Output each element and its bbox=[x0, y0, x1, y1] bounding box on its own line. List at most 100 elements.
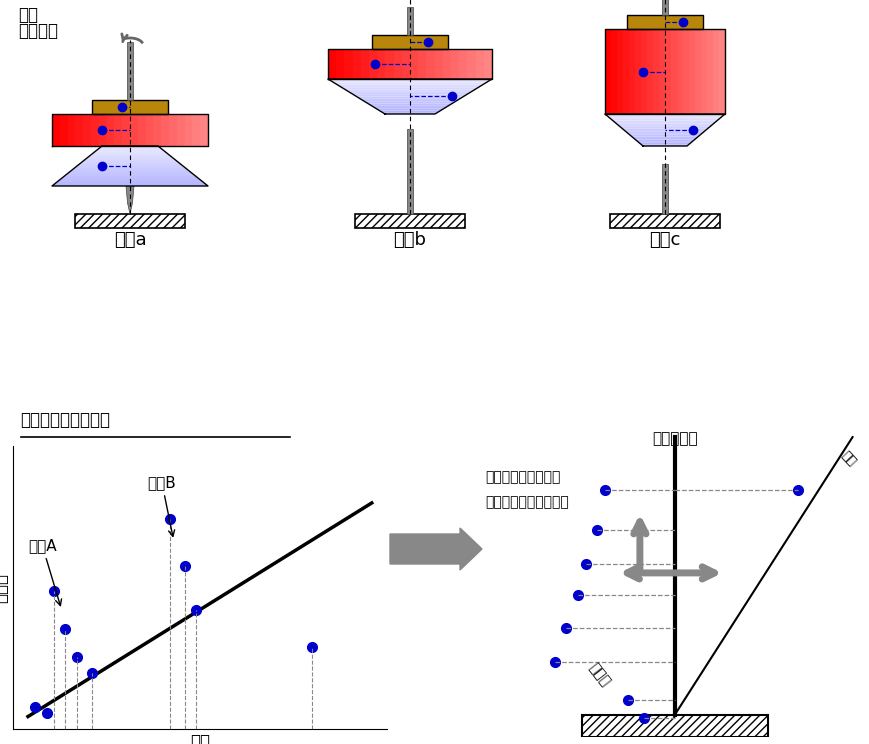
Polygon shape bbox=[62, 176, 198, 178]
Polygon shape bbox=[82, 160, 178, 162]
Bar bbox=[605, 29, 611, 114]
Text: コスト: コスト bbox=[586, 661, 613, 689]
Bar bbox=[83, 114, 91, 146]
Bar bbox=[138, 114, 146, 146]
Polygon shape bbox=[348, 92, 472, 93]
Polygon shape bbox=[365, 102, 455, 103]
Bar bbox=[629, 29, 635, 114]
Bar bbox=[689, 29, 695, 114]
Bar bbox=[459, 49, 468, 79]
Y-axis label: コスト: コスト bbox=[0, 573, 9, 603]
Bar bbox=[611, 29, 617, 114]
Polygon shape bbox=[607, 115, 723, 118]
Bar bbox=[401, 49, 410, 79]
Bar bbox=[361, 49, 369, 79]
FancyArrow shape bbox=[390, 528, 482, 570]
Bar bbox=[192, 114, 200, 146]
Polygon shape bbox=[99, 146, 161, 148]
Polygon shape bbox=[87, 156, 173, 158]
Bar bbox=[443, 49, 451, 79]
Bar bbox=[671, 29, 677, 114]
Polygon shape bbox=[126, 186, 134, 214]
Polygon shape bbox=[95, 150, 165, 152]
Polygon shape bbox=[620, 126, 710, 129]
Polygon shape bbox=[79, 162, 181, 164]
Polygon shape bbox=[368, 103, 452, 105]
Polygon shape bbox=[77, 164, 183, 166]
Bar bbox=[52, 114, 60, 146]
Bar bbox=[184, 114, 192, 146]
Text: バランス軸: バランス軸 bbox=[652, 431, 698, 446]
Bar bbox=[434, 49, 443, 79]
Polygon shape bbox=[379, 111, 441, 112]
Bar bbox=[372, 35, 448, 49]
Text: コストバランス分析: コストバランス分析 bbox=[21, 411, 110, 429]
Polygon shape bbox=[637, 141, 693, 143]
Bar bbox=[451, 49, 459, 79]
Polygon shape bbox=[635, 140, 694, 141]
Polygon shape bbox=[605, 114, 725, 115]
Text: 独楽: 独楽 bbox=[18, 6, 38, 24]
Bar bbox=[713, 29, 719, 114]
Polygon shape bbox=[75, 166, 185, 168]
Bar bbox=[641, 29, 647, 114]
Polygon shape bbox=[613, 121, 718, 122]
Polygon shape bbox=[340, 86, 481, 88]
Bar bbox=[92, 100, 168, 114]
Bar bbox=[623, 29, 629, 114]
Bar bbox=[99, 114, 107, 146]
Bar bbox=[369, 49, 377, 79]
Bar bbox=[653, 29, 659, 114]
Bar bbox=[336, 49, 344, 79]
Bar bbox=[385, 49, 394, 79]
Polygon shape bbox=[345, 89, 474, 92]
Bar bbox=[68, 114, 76, 146]
Polygon shape bbox=[632, 136, 699, 138]
Bar bbox=[60, 114, 68, 146]
Polygon shape bbox=[84, 158, 176, 160]
Bar bbox=[468, 49, 475, 79]
Bar bbox=[200, 114, 208, 146]
Bar bbox=[617, 29, 623, 114]
Bar bbox=[107, 114, 115, 146]
Polygon shape bbox=[328, 79, 492, 81]
Polygon shape bbox=[371, 105, 449, 107]
Polygon shape bbox=[622, 129, 708, 130]
Bar bbox=[427, 49, 434, 79]
Bar bbox=[707, 29, 713, 114]
Polygon shape bbox=[351, 93, 469, 94]
Bar bbox=[665, 29, 671, 114]
Polygon shape bbox=[331, 81, 489, 83]
Bar bbox=[484, 49, 492, 79]
Text: 独楽c: 独楽c bbox=[649, 231, 680, 249]
Polygon shape bbox=[640, 143, 691, 144]
Polygon shape bbox=[59, 178, 201, 180]
Polygon shape bbox=[362, 100, 458, 102]
Polygon shape bbox=[57, 180, 203, 182]
Polygon shape bbox=[609, 118, 721, 119]
Bar bbox=[154, 114, 162, 146]
Polygon shape bbox=[356, 97, 463, 98]
Bar bbox=[475, 49, 484, 79]
Polygon shape bbox=[342, 88, 478, 89]
Bar bbox=[407, 7, 413, 35]
Bar bbox=[146, 114, 154, 146]
Polygon shape bbox=[360, 98, 461, 100]
Bar bbox=[169, 114, 176, 146]
Polygon shape bbox=[634, 138, 696, 140]
Text: 部品A: 部品A bbox=[28, 538, 62, 606]
Polygon shape bbox=[334, 83, 487, 84]
Bar bbox=[627, 15, 703, 29]
Polygon shape bbox=[624, 130, 706, 132]
Bar bbox=[662, 0, 668, 15]
Text: 左右に行くほど不安定: 左右に行くほど不安定 bbox=[485, 495, 569, 509]
Bar bbox=[91, 114, 99, 146]
Polygon shape bbox=[67, 172, 193, 174]
Bar bbox=[659, 29, 665, 114]
Bar bbox=[344, 49, 353, 79]
Polygon shape bbox=[626, 132, 704, 133]
Bar bbox=[76, 114, 83, 146]
Bar bbox=[410, 49, 418, 79]
Text: 独楽b: 独楽b bbox=[394, 231, 427, 249]
Bar bbox=[162, 114, 169, 146]
